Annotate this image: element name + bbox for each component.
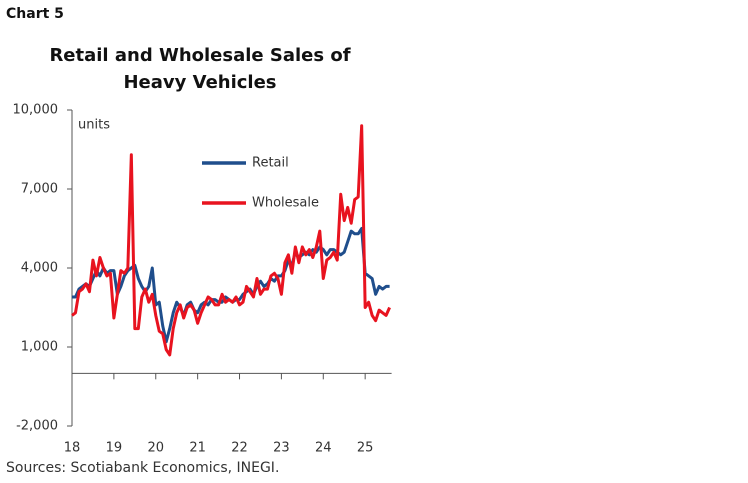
x-tick-label: 21 (189, 441, 206, 456)
y-tick-label: 4,000 (21, 261, 58, 276)
x-tick-label: 20 (147, 441, 164, 456)
chart-label: Chart 5 (6, 6, 64, 22)
y-tick-label: -2,000 (16, 419, 58, 434)
source: Sources: Scotiabank Economics, INEGI. (6, 460, 280, 476)
x-tick-label: 25 (357, 441, 374, 456)
x-tick-label: 22 (231, 441, 248, 456)
series-line (71, 124, 391, 357)
x-tick-label: 19 (106, 441, 123, 456)
x-tick-label: 18 (64, 441, 81, 456)
y-tick-label: 10,000 (13, 103, 59, 118)
y-axis-label: units (78, 118, 110, 133)
chart-title: Retail and Wholesale Sales of Heavy Vehi… (49, 45, 351, 93)
x-tick-label: 23 (273, 441, 290, 456)
legend-label: Retail (252, 156, 289, 171)
y-tick-label: 7,000 (21, 182, 58, 197)
legend-label: Wholesale (252, 196, 319, 211)
x-tick-label: 24 (315, 441, 332, 456)
y-tick-label: 1,000 (21, 340, 58, 355)
